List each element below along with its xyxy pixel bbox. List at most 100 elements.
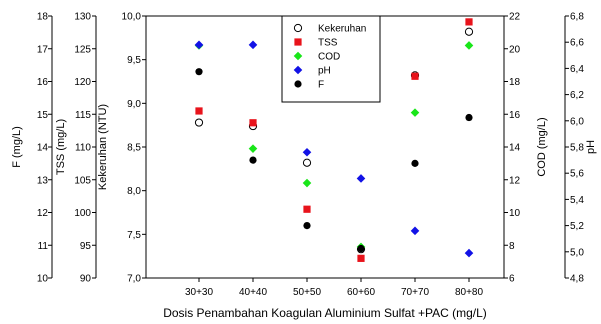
tick-label-cod: 18: [509, 77, 521, 88]
point-ph: [464, 248, 474, 258]
tick-label-f: 12: [37, 208, 49, 219]
tick-label-tss: 90: [80, 274, 92, 285]
tick-label-cod: 16: [509, 110, 521, 121]
axis-title-ph: pH: [585, 140, 597, 154]
tick-label-kekeruhan: 8,0: [127, 186, 141, 197]
axis-title-tss: TSS (mg/L): [55, 119, 67, 175]
tick-label-f: 15: [37, 110, 49, 121]
tick-label-ph: 5,6: [570, 169, 584, 180]
tick-label-ph: 6,6: [570, 38, 584, 49]
tick-label-tss: 130: [74, 12, 91, 23]
axis-f: 10 11 12 13 14 15 16 17 18 F (mg/L): [11, 12, 53, 285]
tick-label-kekeruhan: 10,0: [122, 12, 142, 23]
tick-label-tss: 120: [74, 77, 91, 88]
tick-label-cod: 10: [509, 208, 521, 219]
x-tick-label: 30+30: [185, 287, 214, 298]
legend-item-kekeruhan: Kekeruhan: [293, 23, 366, 35]
tick-label-f: 18: [37, 12, 49, 23]
tick-label-kekeruhan: 9,0: [127, 99, 141, 110]
legend-marker-ph: [293, 65, 303, 75]
tick-label-f: 10: [37, 274, 49, 285]
point-tss: [303, 205, 311, 213]
tick-label-ph: 5,4: [570, 195, 584, 206]
tick-label-f: 17: [37, 44, 49, 55]
point-f: [465, 113, 473, 122]
point-kekeruhan: [194, 118, 204, 127]
tick-label-f: 16: [37, 77, 49, 88]
legend-label-f: F: [318, 80, 324, 91]
legend-label-ph: pH: [318, 66, 331, 77]
series-ph: [194, 40, 474, 258]
tick-label-tss: 125: [74, 44, 91, 55]
point-tss: [357, 254, 365, 262]
tick-label-cod: 6: [509, 274, 515, 285]
point-tss: [195, 107, 203, 115]
legend-marker-kekeruhan: [293, 23, 303, 33]
tick-label-ph: 6,8: [570, 12, 584, 23]
x-tick-label: 50+50: [293, 287, 322, 298]
legend-item-ph: pH: [293, 65, 331, 77]
axis-kekeruhan: 7,0 7,5 8,0 8,5 9,0 9,5 10,0 Kekeruhan (NTU): [97, 12, 146, 285]
axis-cod: 6 8 10 12 14 16 18 20 22 COD (mg/L): [504, 12, 548, 285]
tick-label-cod: 8: [509, 241, 515, 252]
axes-layer: 7,0 7,5 8,0 8,5 9,0 9,5 10,0 Kekeruhan (NTU) 90 9…: [11, 12, 597, 299]
point-kekeruhan: [464, 27, 474, 36]
x-axis: 30+30 40+40 50+50 60+60 70+70 80+80: [185, 278, 484, 298]
point-ph: [410, 226, 420, 236]
tick-label-ph: 5,8: [570, 143, 584, 154]
legend-item-f: F: [294, 80, 324, 91]
tick-label-ph: 5,2: [570, 221, 584, 232]
legend-marker-f: [294, 80, 302, 88]
tick-label-tss: 95: [80, 241, 92, 252]
legend-marker-cod: [293, 51, 303, 61]
legend-items: Kekeruhan TSS COD pH F: [293, 23, 366, 91]
tick-label-kekeruhan: 7,0: [127, 274, 141, 285]
point-ph: [194, 40, 204, 50]
tick-label-ph: 4,8: [570, 274, 584, 285]
point-f: [357, 244, 365, 253]
point-f: [195, 68, 203, 76]
tick-label-cod: 22: [509, 12, 521, 23]
x-axis-title: Dosis Penambahan Koagulan Aluminium Sulf…: [163, 306, 487, 320]
tick-label-ph: 6,0: [570, 116, 584, 127]
legend-label-kekeruhan: Kekeruhan: [318, 24, 366, 35]
point-cod: [248, 144, 258, 153]
tick-label-f: 11: [38, 241, 49, 252]
legend: Kekeruhan TSS COD pH F: [281, 15, 381, 103]
point-cod: [302, 178, 312, 188]
axis-title-cod: COD (mg/L): [536, 117, 548, 176]
tick-label-ph: 6,2: [570, 90, 584, 101]
tick-label-f: 14: [37, 143, 49, 154]
point-f: [411, 159, 419, 167]
series-tss: [195, 18, 473, 262]
point-tss: [249, 119, 257, 127]
point-f: [303, 222, 311, 230]
tick-label-ph: 6,4: [570, 64, 584, 75]
legend-marker-tss: [294, 38, 302, 46]
point-cod: [410, 108, 420, 117]
points-layer: [194, 18, 474, 262]
x-tick-label: 40+40: [239, 287, 268, 298]
point-cod: [464, 41, 474, 50]
point-ph: [248, 40, 258, 50]
point-kekeruhan: [302, 158, 312, 167]
x-tick-label: 60+60: [347, 287, 376, 298]
tick-label-tss: 105: [74, 175, 91, 186]
tick-label-kekeruhan: 9,5: [127, 55, 141, 66]
legend-item-tss: TSS: [294, 38, 338, 49]
tick-label-cod: 20: [509, 44, 521, 55]
x-tick-label: 70+70: [401, 287, 430, 298]
point-tss: [465, 18, 473, 26]
x-tick-label: 80+80: [455, 287, 484, 298]
tick-label-tss: 100: [74, 208, 91, 219]
axis-title-kekeruhan: Kekeruhan (NTU): [97, 104, 109, 190]
axis-ph: 4,8 5,0 5,2 5,4 5,6 5,8 6,0 6,2 6,4 6,6 6,8 pH: [564, 12, 597, 285]
point-ph: [356, 174, 366, 183]
point-ph: [302, 147, 312, 157]
tick-label-kekeruhan: 8,5: [127, 143, 141, 154]
legend-label-cod: COD: [318, 52, 340, 63]
tick-label-kekeruhan: 7,5: [127, 230, 141, 241]
legend-item-cod: COD: [293, 51, 340, 63]
tick-label-tss: 110: [75, 143, 91, 154]
